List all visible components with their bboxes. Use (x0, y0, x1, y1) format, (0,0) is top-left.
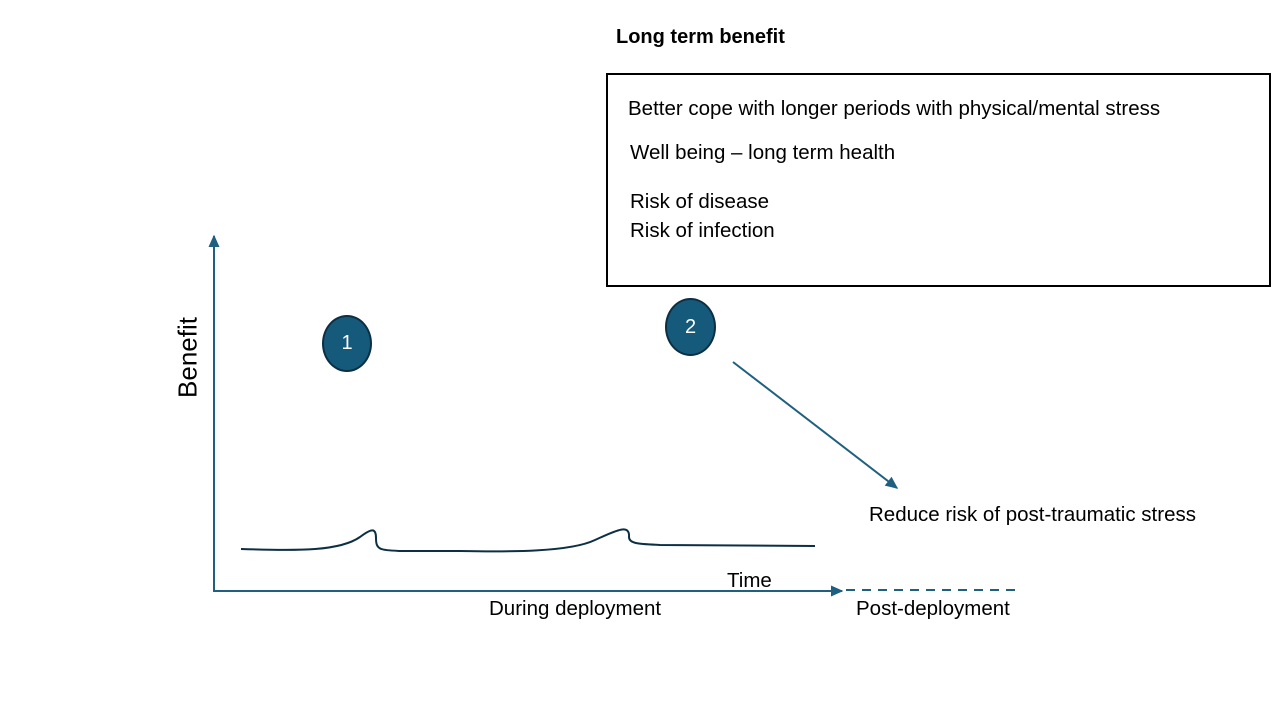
y-axis-label: Benefit (172, 317, 203, 398)
phase-during-label: During deployment (489, 597, 662, 620)
benefit-item-wellbeing: Well being – long term health (630, 141, 896, 164)
marker-2: 2 (665, 298, 716, 356)
benefit-curve (240, 528, 816, 553)
marker-1: 1 (322, 315, 372, 372)
x-axis-label: Time (727, 569, 772, 592)
page-title: Long term benefit (616, 26, 785, 48)
annotation-arrow (732, 361, 899, 489)
phase-post-label: Post-deployment (856, 597, 1010, 620)
benefit-item-stress: Better cope with longer periods with phy… (628, 97, 1161, 120)
benefit-item-infection: Risk of infection (630, 219, 775, 242)
annotation-text: Reduce risk of post-traumatic stress (869, 503, 1196, 526)
benefit-box (606, 73, 1271, 287)
benefit-item-disease: Risk of disease (630, 190, 770, 213)
